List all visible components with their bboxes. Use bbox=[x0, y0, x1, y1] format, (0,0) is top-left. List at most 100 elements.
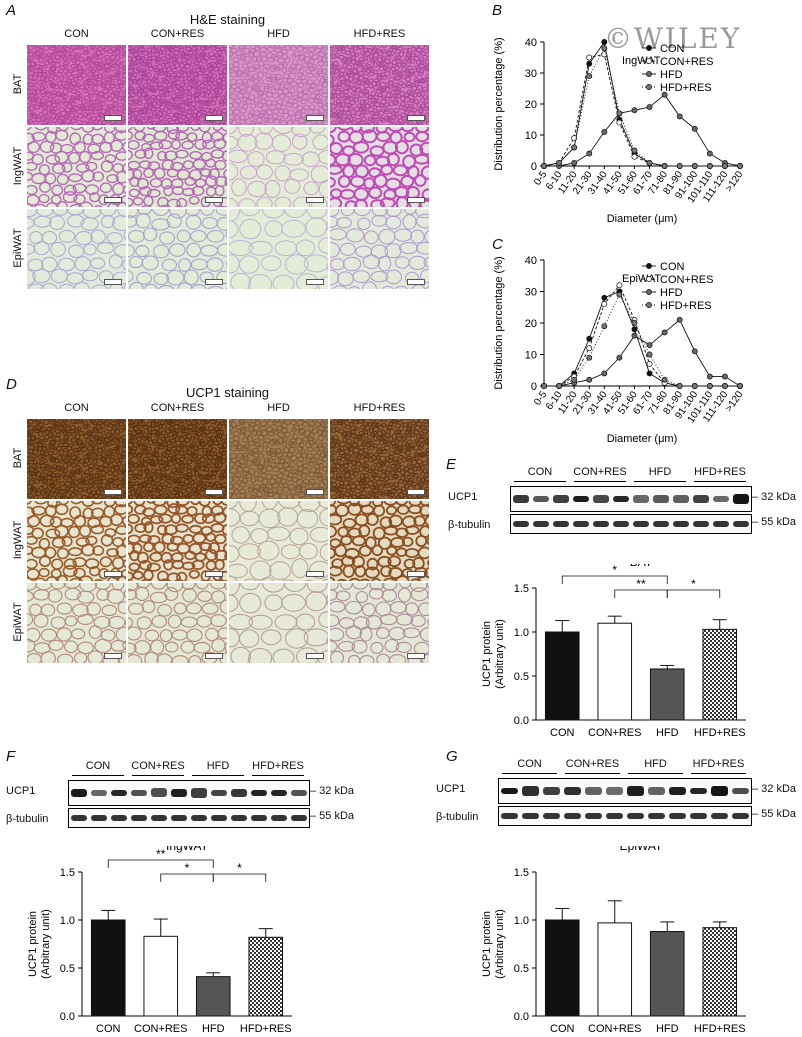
y-tick-label: 1.5 bbox=[514, 867, 529, 879]
y-tick-label: 20 bbox=[525, 99, 537, 111]
x-tick-label: HFD+RES bbox=[694, 727, 746, 739]
data-point bbox=[616, 291, 623, 298]
he-micrograph-tile bbox=[329, 44, 430, 126]
protein-band bbox=[71, 815, 87, 821]
protein-band bbox=[673, 494, 689, 504]
protein-band bbox=[543, 812, 560, 819]
scale-bar bbox=[104, 279, 122, 285]
legend-entry: CON bbox=[660, 261, 685, 273]
ucp1-micrograph-tile bbox=[127, 500, 228, 582]
bat-wb-marker-55kda: – 55 kDa bbox=[752, 516, 797, 528]
group-underline bbox=[628, 773, 683, 774]
scale-bar bbox=[306, 115, 324, 121]
data-point bbox=[601, 51, 608, 58]
ingwat-wb-group-con-res: CON+RES bbox=[131, 760, 185, 772]
protein-band bbox=[732, 787, 749, 795]
protein-band bbox=[673, 521, 689, 527]
chart-title: EpiWAT bbox=[622, 273, 661, 285]
epiwat-wb-group-con: CON bbox=[517, 758, 542, 770]
scale-bar bbox=[205, 197, 223, 203]
legend-entry: HFD+RES bbox=[660, 82, 712, 94]
x-axis-label: Diameter (μm) bbox=[607, 433, 678, 445]
ingwat-wb-row-ucp1: UCP1 bbox=[6, 785, 36, 797]
legend-marker bbox=[646, 58, 652, 64]
ucp1-micrograph-tile bbox=[228, 582, 329, 664]
x-tick-label: CON+RES bbox=[134, 1023, 188, 1035]
bat-wb-row-beta-tubulin: β-tubulin bbox=[448, 519, 491, 531]
he-micrograph-tile bbox=[26, 208, 127, 290]
scale-bar bbox=[205, 115, 223, 121]
data-point bbox=[737, 383, 743, 389]
data-point bbox=[616, 119, 623, 126]
x-tick-label: HFD+RES bbox=[240, 1023, 292, 1035]
ucp1-micrograph-tile bbox=[127, 418, 228, 500]
data-point bbox=[586, 335, 593, 342]
protein-band bbox=[648, 813, 665, 819]
data-point bbox=[601, 39, 608, 45]
bar-con bbox=[544, 631, 580, 721]
bat-wb-blot-strip bbox=[510, 486, 752, 512]
protein-band bbox=[693, 520, 709, 528]
data-point bbox=[646, 370, 653, 377]
ucp1-micrograph-tile bbox=[26, 582, 127, 664]
legend-marker bbox=[646, 302, 652, 308]
x-tick-label: HFD+RES bbox=[694, 1023, 746, 1035]
protein-band bbox=[171, 815, 187, 821]
protein-band bbox=[653, 521, 669, 527]
y-axis-label-unit: (Arbitrary unit) bbox=[494, 619, 506, 689]
significance-bracket bbox=[160, 873, 214, 882]
bat-wb-group-hfd-res: HFD+RES bbox=[694, 466, 746, 478]
scale-bar bbox=[407, 197, 425, 203]
scale-bar bbox=[104, 197, 122, 203]
y-tick-label: 0.0 bbox=[514, 715, 529, 727]
ingwat-wb-group-con: CON bbox=[85, 760, 111, 772]
series-line-hfd bbox=[544, 94, 741, 167]
ingwat-wb-blot-strip bbox=[68, 780, 310, 806]
bar-con-res bbox=[597, 922, 633, 1017]
protein-band bbox=[271, 790, 287, 796]
scale-bar bbox=[104, 489, 122, 495]
ucp1-row-epiwat: EpiWAT bbox=[12, 602, 24, 642]
data-point bbox=[586, 60, 593, 67]
ingwat-wb-group-hfd-res: HFD+RES bbox=[252, 760, 304, 772]
protein-band bbox=[711, 813, 728, 819]
scale-bar bbox=[407, 571, 425, 577]
protein-band bbox=[627, 813, 644, 819]
group-underline bbox=[132, 775, 184, 776]
data-point bbox=[556, 383, 563, 389]
scale-bar bbox=[104, 115, 122, 121]
series-line-con-res bbox=[543, 53, 740, 167]
bar-hfd-res bbox=[702, 927, 738, 1017]
x-tick-label: CON bbox=[550, 727, 575, 739]
data-point bbox=[691, 383, 698, 389]
data-point bbox=[616, 110, 623, 117]
y-tick-label: 0.5 bbox=[514, 963, 529, 975]
data-point bbox=[631, 107, 638, 114]
chart-title: BAT bbox=[630, 564, 653, 569]
panel-b-label: B bbox=[492, 2, 503, 19]
y-tick-label: 1.5 bbox=[60, 867, 75, 879]
significance-label: * bbox=[185, 861, 190, 875]
y-axis-label: UCP1 protein bbox=[27, 911, 39, 977]
group-underline bbox=[694, 481, 746, 482]
protein-band bbox=[669, 812, 686, 820]
protein-band bbox=[669, 786, 686, 796]
y-tick-label: 0.5 bbox=[514, 671, 529, 683]
scale-bar bbox=[205, 279, 223, 285]
epiwat-ucp1-bar-chart: EpiWAT 0.0 0.5 1.0 1.5 UCP1 protein (Arbitrary… bbox=[481, 846, 746, 1035]
significance-label: ** bbox=[156, 847, 166, 861]
legend-marker bbox=[646, 84, 652, 90]
bat-wb-group-con: CON bbox=[527, 466, 553, 478]
scale-bar bbox=[104, 653, 122, 659]
protein-band bbox=[713, 521, 729, 527]
protein-band bbox=[71, 788, 87, 798]
data-point bbox=[646, 351, 653, 358]
x-tick-label: HFD bbox=[202, 1023, 225, 1035]
he-micrograph-tile bbox=[228, 208, 329, 290]
protein-band bbox=[573, 496, 589, 502]
protein-band bbox=[501, 813, 518, 819]
protein-band bbox=[564, 813, 581, 819]
data-point bbox=[706, 373, 713, 380]
legend-marker bbox=[646, 45, 652, 51]
protein-band bbox=[585, 787, 602, 795]
